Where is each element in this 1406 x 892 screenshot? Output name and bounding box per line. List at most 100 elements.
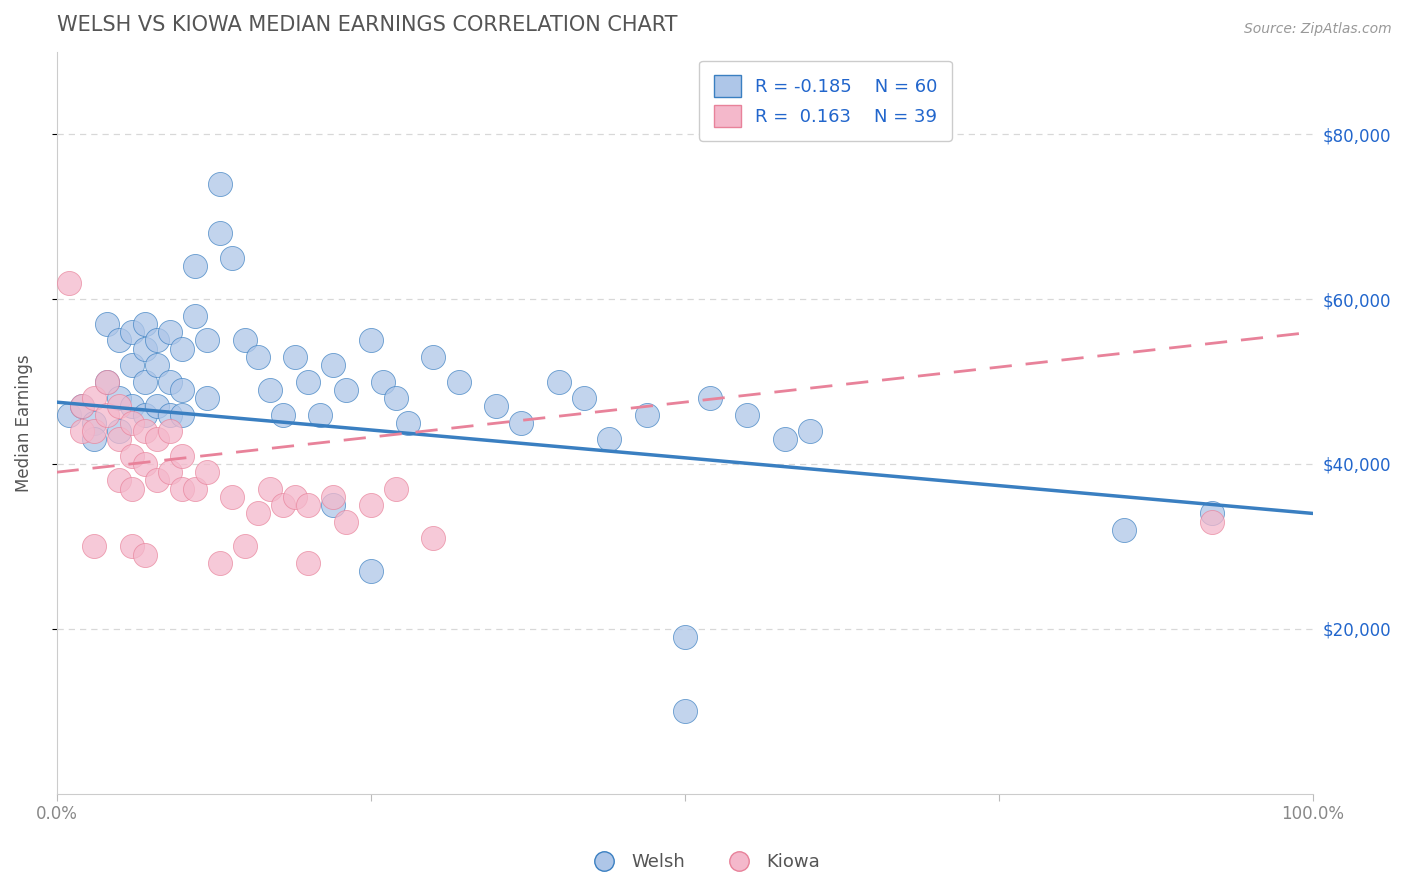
Point: [284, 490, 307, 504]
Point: [360, 564, 382, 578]
Point: [134, 457, 156, 471]
Point: [159, 325, 181, 339]
Point: [146, 358, 169, 372]
Point: [737, 408, 759, 422]
Point: [335, 515, 357, 529]
Point: [172, 342, 194, 356]
Point: [548, 375, 571, 389]
Point: [195, 334, 218, 348]
Point: [673, 630, 696, 644]
Point: [322, 498, 344, 512]
Point: [121, 358, 143, 372]
Point: [208, 556, 231, 570]
Point: [322, 490, 344, 504]
Point: [108, 432, 131, 446]
Point: [159, 375, 181, 389]
Point: [1201, 515, 1223, 529]
Point: [1201, 507, 1223, 521]
Point: [108, 334, 131, 348]
Point: [259, 383, 281, 397]
Point: [83, 391, 105, 405]
Point: [485, 399, 508, 413]
Point: [233, 540, 256, 554]
Point: [83, 432, 105, 446]
Point: [96, 317, 118, 331]
Point: [146, 334, 169, 348]
Point: [83, 540, 105, 554]
Y-axis label: Median Earnings: Median Earnings: [15, 354, 32, 491]
Point: [70, 399, 93, 413]
Point: [246, 350, 269, 364]
Point: [58, 276, 80, 290]
Point: [96, 375, 118, 389]
Point: [184, 259, 207, 273]
Point: [1114, 523, 1136, 537]
Point: [172, 383, 194, 397]
Point: [422, 531, 444, 545]
Point: [221, 251, 243, 265]
Point: [447, 375, 470, 389]
Point: [259, 482, 281, 496]
Legend: R = -0.185    N = 60, R =  0.163    N = 39: R = -0.185 N = 60, R = 0.163 N = 39: [699, 61, 952, 141]
Point: [773, 432, 796, 446]
Point: [360, 498, 382, 512]
Point: [96, 375, 118, 389]
Point: [636, 408, 658, 422]
Point: [322, 358, 344, 372]
Point: [134, 317, 156, 331]
Point: [121, 399, 143, 413]
Point: [172, 408, 194, 422]
Point: [208, 177, 231, 191]
Point: [699, 391, 721, 405]
Point: [271, 408, 294, 422]
Point: [121, 325, 143, 339]
Point: [134, 375, 156, 389]
Point: [396, 416, 419, 430]
Point: [422, 350, 444, 364]
Legend: Welsh, Kiowa: Welsh, Kiowa: [579, 847, 827, 879]
Point: [195, 465, 218, 479]
Point: [96, 408, 118, 422]
Point: [284, 350, 307, 364]
Point: [134, 548, 156, 562]
Point: [134, 408, 156, 422]
Point: [70, 424, 93, 438]
Point: [108, 399, 131, 413]
Point: [121, 482, 143, 496]
Point: [70, 399, 93, 413]
Text: WELSH VS KIOWA MEDIAN EARNINGS CORRELATION CHART: WELSH VS KIOWA MEDIAN EARNINGS CORRELATI…: [56, 15, 678, 35]
Point: [58, 408, 80, 422]
Point: [271, 498, 294, 512]
Point: [146, 399, 169, 413]
Point: [233, 334, 256, 348]
Point: [172, 482, 194, 496]
Point: [184, 482, 207, 496]
Point: [159, 408, 181, 422]
Point: [159, 465, 181, 479]
Point: [297, 498, 319, 512]
Point: [195, 391, 218, 405]
Point: [121, 449, 143, 463]
Point: [146, 432, 169, 446]
Point: [510, 416, 533, 430]
Point: [134, 342, 156, 356]
Point: [121, 416, 143, 430]
Point: [673, 704, 696, 718]
Point: [108, 424, 131, 438]
Point: [384, 482, 406, 496]
Point: [184, 309, 207, 323]
Point: [360, 334, 382, 348]
Text: Source: ZipAtlas.com: Source: ZipAtlas.com: [1244, 22, 1392, 37]
Point: [108, 391, 131, 405]
Point: [208, 226, 231, 240]
Point: [598, 432, 620, 446]
Point: [83, 424, 105, 438]
Point: [799, 424, 821, 438]
Point: [121, 540, 143, 554]
Point: [572, 391, 595, 405]
Point: [146, 474, 169, 488]
Point: [221, 490, 243, 504]
Point: [172, 449, 194, 463]
Point: [108, 474, 131, 488]
Point: [159, 424, 181, 438]
